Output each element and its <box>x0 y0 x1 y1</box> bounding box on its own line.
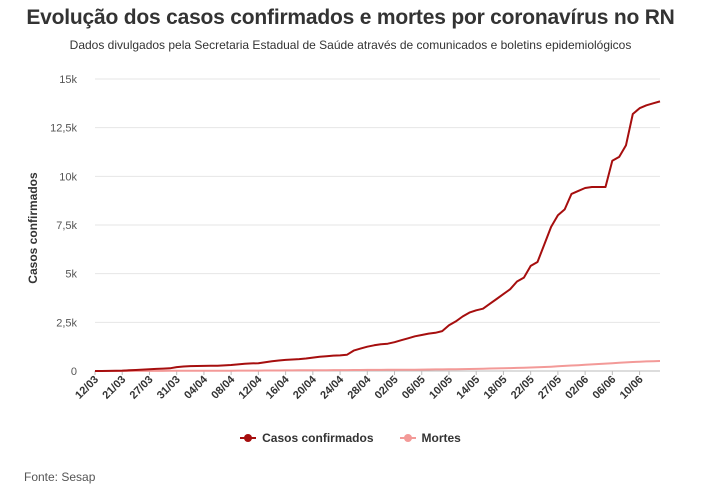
series-line-casos[interactable] <box>95 100 661 372</box>
chart-title: Evolução dos casos confirmados e mortes … <box>26 6 675 29</box>
x-tick-label: 06/05 <box>400 374 428 402</box>
x-tick-label: 12/03 <box>73 374 101 402</box>
x-tick-label: 08/04 <box>209 373 238 402</box>
y-tick-label: 5k <box>65 269 77 281</box>
legend-item-mortes[interactable]: Mortes <box>399 431 461 445</box>
y-tick-label: 12,5k <box>50 123 77 135</box>
x-tick-label: 20/04 <box>291 373 320 402</box>
x-tick-label: 04/04 <box>182 373 211 402</box>
x-tick-label: 16/04 <box>264 373 293 402</box>
legend-label-casos: Casos confirmados <box>262 431 374 445</box>
x-tick-label: 02/06 <box>563 374 591 402</box>
legend-label-mortes: Mortes <box>421 431 461 445</box>
y-tick-label: 10k <box>59 171 77 183</box>
x-tick-label: 06/06 <box>591 374 619 402</box>
y-tick-label: 0 <box>71 366 77 378</box>
y-axis-label: Casos confirmados <box>26 172 40 284</box>
y-tick-label: 15k <box>59 74 77 86</box>
x-tick-label: 18/05 <box>482 374 510 402</box>
y-tick-label: 2,5k <box>56 317 77 329</box>
x-tick-label: 10/06 <box>618 374 646 402</box>
x-tick-label: 02/05 <box>373 374 401 402</box>
grid-lines <box>95 78 660 372</box>
series-lines <box>95 100 661 372</box>
y-axis-ticks: 0 2,5k 5k 7,5k 10k 12,5k 15k <box>50 74 77 378</box>
x-tick-label: 14/05 <box>454 374 482 402</box>
legend-swatch-mortes <box>399 433 416 443</box>
x-tick-label: 21/03 <box>100 374 128 402</box>
x-tick-label: 28/04 <box>345 373 374 402</box>
series-line-mortes[interactable] <box>95 360 661 372</box>
chart-subtitle: Dados divulgados pela Secretaria Estadua… <box>69 38 632 52</box>
x-tick-label: 22/05 <box>509 374 537 402</box>
x-tick-label: 24/04 <box>318 373 347 402</box>
x-tick-label: 31/03 <box>155 374 183 402</box>
x-tick-label: 10/05 <box>427 374 455 402</box>
y-tick-label: 7,5k <box>56 220 77 232</box>
legend-item-casos[interactable]: Casos confirmados <box>240 431 374 445</box>
source-note: Fonte: Sesap <box>24 470 96 484</box>
x-axis-ticks: 12/03 21/03 27/03 31/03 04/04 08/04 12/04 16/04… <box>73 371 646 402</box>
legend-swatch-casos <box>240 433 257 443</box>
x-tick-label: 12/04 <box>237 373 266 402</box>
x-tick-label: 27/05 <box>536 374 564 402</box>
legend: Casos confirmados Mortes <box>0 431 701 445</box>
x-tick-label: 27/03 <box>128 374 156 402</box>
